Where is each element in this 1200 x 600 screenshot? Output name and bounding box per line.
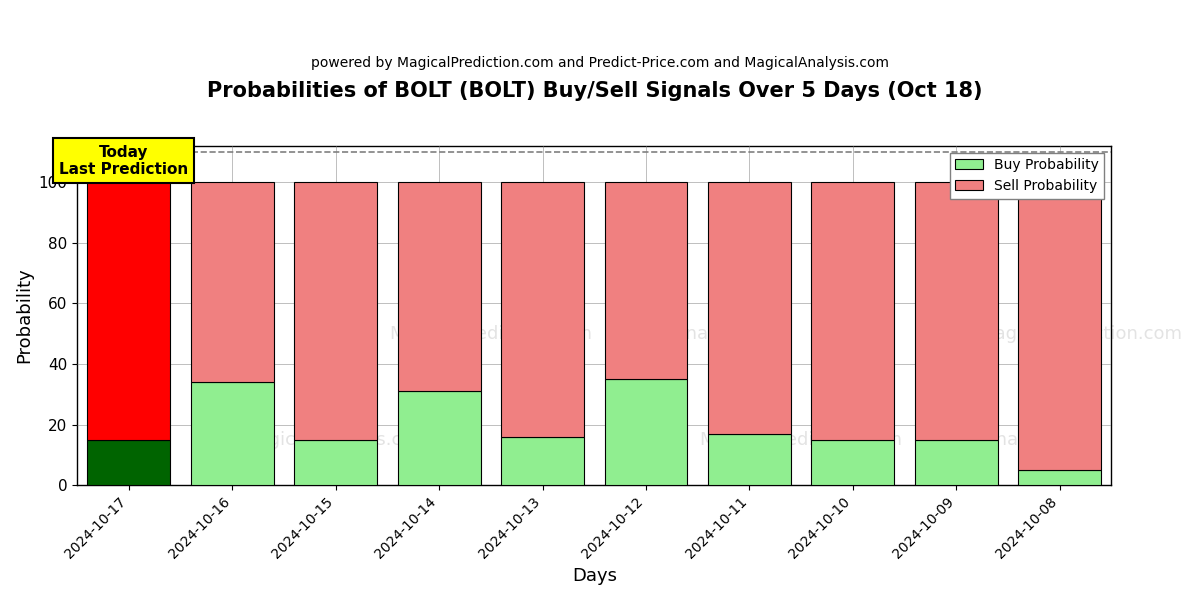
X-axis label: Days: Days <box>571 567 617 585</box>
Text: MagicalAnalysis.com: MagicalAnalysis.com <box>604 325 792 343</box>
Bar <box>708 434 791 485</box>
Bar <box>811 182 894 440</box>
Bar <box>397 182 480 391</box>
Bar <box>708 182 791 434</box>
Bar <box>605 182 688 379</box>
Bar <box>191 382 274 485</box>
Text: MagicalPrediction.com: MagicalPrediction.com <box>389 325 593 343</box>
Legend: Buy Probability, Sell Probability: Buy Probability, Sell Probability <box>949 152 1104 199</box>
Bar <box>811 440 894 485</box>
Title: Probabilities of BOLT (BOLT) Buy/Sell Signals Over 5 Days (Oct 18): Probabilities of BOLT (BOLT) Buy/Sell Si… <box>206 81 982 101</box>
Bar <box>88 182 170 440</box>
Bar <box>294 440 377 485</box>
Text: MagicalAnalysis.com: MagicalAnalysis.com <box>914 431 1102 449</box>
Text: MagicalPrediction.com: MagicalPrediction.com <box>700 431 902 449</box>
Y-axis label: Probability: Probability <box>14 268 32 363</box>
Bar <box>1019 182 1102 470</box>
Bar <box>605 379 688 485</box>
Bar <box>1019 470 1102 485</box>
Text: powered by MagicalPrediction.com and Predict-Price.com and MagicalAnalysis.com: powered by MagicalPrediction.com and Pre… <box>311 56 889 70</box>
Bar <box>914 440 997 485</box>
Bar <box>502 182 584 437</box>
Text: Today
Last Prediction: Today Last Prediction <box>59 145 188 177</box>
Bar <box>294 182 377 440</box>
Bar <box>191 182 274 382</box>
Bar <box>502 437 584 485</box>
Bar <box>88 440 170 485</box>
Bar <box>914 182 997 440</box>
Text: MagicalPrediction.com: MagicalPrediction.com <box>979 325 1182 343</box>
Text: MagicalAnalysis.com: MagicalAnalysis.com <box>241 431 430 449</box>
Bar <box>397 391 480 485</box>
